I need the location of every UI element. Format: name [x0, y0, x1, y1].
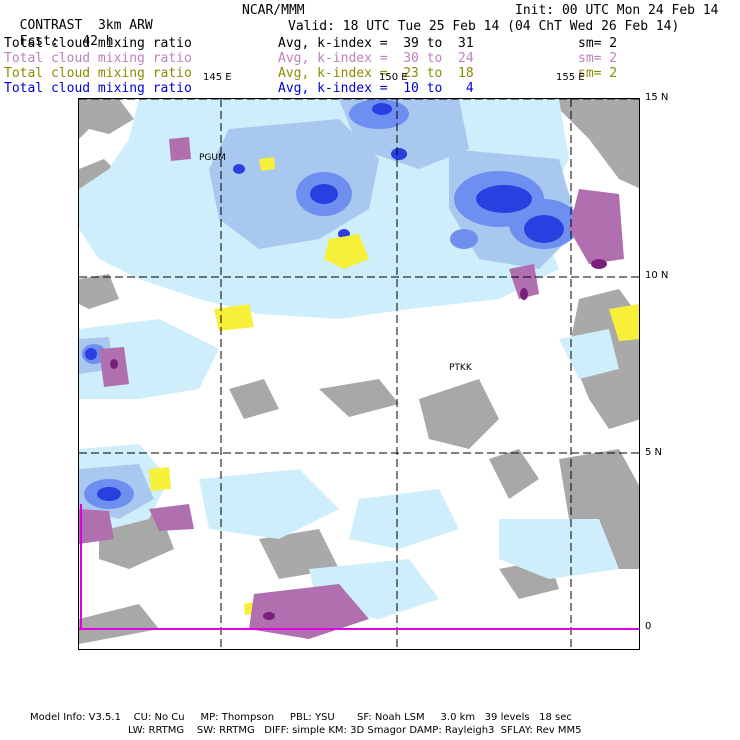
field-name-4: Total cloud mixing ratio [4, 81, 192, 96]
field-range-2: Avg, k-index = 30 to 24 [278, 51, 474, 66]
field-name-3: Total cloud mixing ratio [4, 66, 192, 81]
model-info-line-1: Model Info: V3.5.1 CU: No Cu MP: Thompso… [30, 712, 572, 723]
model-info-line-2: LW: RRTMG SW: RRTMG DIFF: simple KM: 3D … [128, 725, 582, 736]
fcst-value: 42 h [82, 34, 114, 49]
cloud-map: PGUM PTKK [78, 98, 640, 650]
field-range-1: Avg, k-index = 39 to 31 [278, 36, 474, 51]
forecast-hour: Fcst: 42 h [4, 19, 114, 49]
land-areas [79, 99, 639, 644]
lon-label-155: 155 E [556, 72, 585, 83]
init-time: Init: 00 UTC Mon 24 Feb 14 [515, 3, 719, 18]
field-name-2: Total cloud mixing ratio [4, 51, 192, 66]
field-name-1: Total cloud mixing ratio [4, 36, 192, 51]
field-sm-1: sm= 2 [578, 36, 618, 51]
lat-label-0: 0 [645, 621, 652, 632]
app-name: CONTRAST [19, 18, 83, 33]
field-sm-3: sm= 2 [578, 66, 618, 81]
lat-label-15n: 15 N [645, 92, 669, 103]
center-name: NCAR/MMM [242, 3, 305, 18]
lat-label-5n: 5 N [645, 447, 663, 458]
lat-lon-grid [79, 99, 639, 649]
valid-time: Valid: 18 UTC Tue 25 Feb 14 (04 ChT Wed … [288, 19, 680, 34]
lat-label-10n: 10 N [645, 270, 669, 281]
station-pgum: PGUM [199, 153, 226, 163]
lon-label-150: 150 E [379, 72, 408, 83]
field-range-4: Avg, k-index = 10 to 4 [278, 81, 474, 96]
equator-boundary [79, 504, 639, 630]
field-range-3: Avg, k-index = 23 to 18 [278, 66, 474, 81]
purple-patches [79, 137, 624, 639]
station-ptkk: PTKK [449, 363, 472, 373]
dark-purple-spots [110, 259, 607, 620]
map-canvas [79, 99, 639, 649]
field-sm-2: sm= 2 [578, 51, 618, 66]
fcst-label: Fcst: [19, 34, 59, 49]
model-name: 3km ARW [97, 18, 153, 33]
yellow-patches [149, 157, 639, 615]
model-title: CONTRAST 3km ARW [4, 3, 153, 33]
lon-label-145: 145 E [203, 72, 232, 83]
cloud-blue-cores [85, 103, 564, 501]
